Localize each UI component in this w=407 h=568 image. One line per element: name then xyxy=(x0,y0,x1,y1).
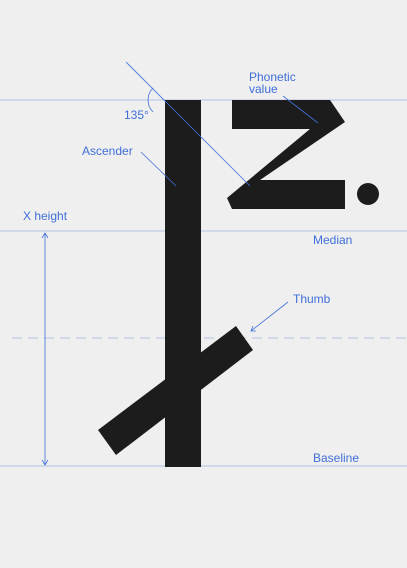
glyph-dot xyxy=(357,183,379,205)
x-height-label: X height xyxy=(23,209,68,223)
glyph-stem-top xyxy=(165,100,201,136)
phonetic-value-label-line2: value xyxy=(249,82,278,96)
thumb-leader-line xyxy=(250,301,289,332)
phonetic-value-label-line1: Phonetic xyxy=(249,70,296,84)
glyph-thumb xyxy=(98,326,253,455)
angle-label: 135° xyxy=(124,108,149,122)
thumb-label: Thumb xyxy=(293,292,331,306)
phonetic-value-leader-line xyxy=(282,95,319,124)
ascender-label: Ascender xyxy=(82,144,133,158)
glyph-small-z xyxy=(227,100,345,209)
median-label: Median xyxy=(313,233,353,247)
angle-arc xyxy=(147,87,154,113)
ascender-leader-line xyxy=(140,151,177,187)
x-height-arrow-top xyxy=(41,232,49,239)
x-height-arrow-bottom xyxy=(41,459,49,466)
angle-reference-line xyxy=(125,61,251,187)
thumb-leader-arrowhead xyxy=(250,325,256,332)
baseline-label: Baseline xyxy=(313,451,360,465)
